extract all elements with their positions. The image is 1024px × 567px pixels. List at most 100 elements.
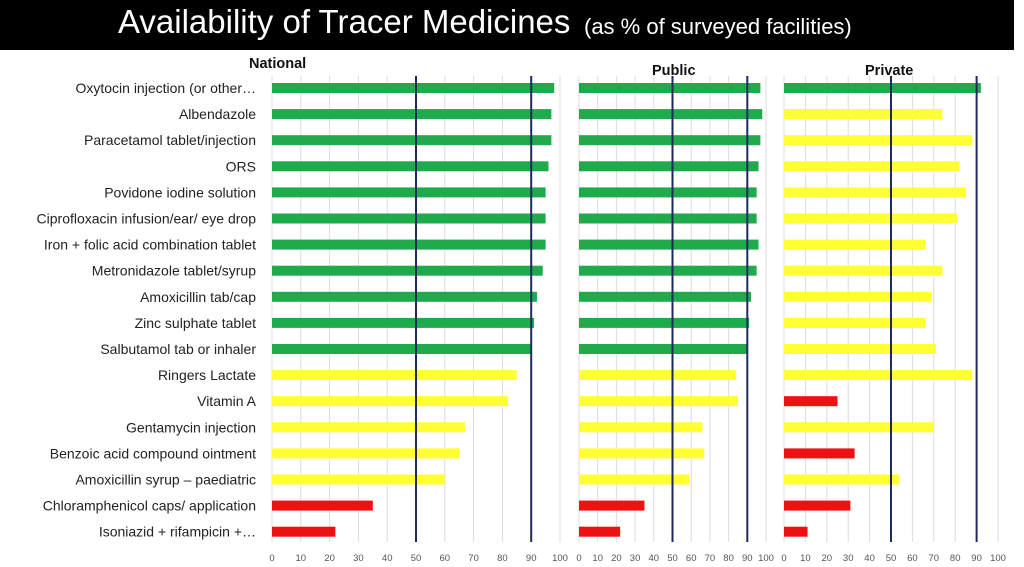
- x-tick-label: 10: [296, 553, 307, 564]
- category-label: Gentamycin injection: [126, 419, 256, 435]
- bar: [784, 448, 855, 459]
- x-tick-label: 80: [950, 553, 961, 564]
- bar: [272, 448, 460, 459]
- category-label: Amoxicillin tab/cap: [140, 289, 256, 305]
- x-tick-label: 10: [800, 553, 811, 564]
- panel-title: Public: [652, 63, 696, 79]
- category-label: Metronidazole tablet/syrup: [92, 263, 256, 279]
- category-label: Isoniazid + rifampicin +…: [99, 524, 256, 540]
- bar: [272, 213, 546, 224]
- bar: [272, 265, 543, 276]
- bar: [272, 239, 546, 250]
- bar: [579, 396, 738, 407]
- x-tick-label: 40: [649, 553, 660, 564]
- x-tick-label: 50: [886, 553, 897, 564]
- x-tick-label: 10: [592, 553, 603, 564]
- bar: [784, 396, 838, 407]
- bar: [784, 213, 958, 224]
- category-label: Paracetamol tablet/injection: [84, 132, 256, 148]
- x-tick-label: 80: [723, 553, 734, 564]
- panel-title: National: [249, 56, 306, 72]
- x-tick-label: 90: [526, 553, 537, 564]
- bar: [272, 500, 373, 511]
- x-tick-label: 70: [929, 553, 940, 564]
- bar: [272, 396, 509, 407]
- bar: [579, 135, 761, 146]
- bar: [784, 422, 934, 433]
- category-label: Ringers Lactate: [158, 367, 256, 383]
- x-tick-label: 100: [990, 553, 1006, 564]
- bar: [784, 291, 932, 302]
- category-label: Oxytocin injection (or other…: [75, 80, 256, 96]
- panel-title: Private: [865, 63, 913, 79]
- x-tick-label: 40: [864, 553, 875, 564]
- bar: [579, 526, 621, 537]
- bar: [579, 187, 757, 198]
- category-label: Povidone iodine solution: [104, 184, 256, 200]
- bar: [579, 474, 690, 485]
- bar: [579, 422, 703, 433]
- bar: [272, 135, 552, 146]
- bar: [272, 344, 532, 354]
- category-label: Chloramphenicol caps/ application: [43, 498, 256, 514]
- category-label: Zinc sulphate tablet: [135, 315, 257, 331]
- x-tick-label: 50: [411, 553, 422, 564]
- x-tick-label: 60: [907, 553, 918, 564]
- x-tick-label: 20: [611, 553, 622, 564]
- bar: [272, 109, 552, 120]
- bar: [784, 109, 943, 120]
- bar: [579, 213, 757, 224]
- bar: [784, 239, 926, 250]
- x-tick-label: 30: [843, 553, 854, 564]
- bar: [579, 83, 761, 93]
- x-tick-label: 60: [440, 553, 451, 564]
- bar: [272, 370, 517, 381]
- category-label: Vitamin A: [197, 393, 257, 409]
- category-label: Ciprofloxacin infusion/ear/ eye drop: [37, 211, 257, 227]
- bar: [272, 526, 336, 537]
- bar: [272, 161, 549, 172]
- x-tick-label: 60: [686, 553, 697, 564]
- bar: [784, 187, 966, 198]
- chart-title: Availability of Tracer Medicines: [118, 3, 571, 40]
- bar: [579, 109, 763, 120]
- bar: [784, 161, 960, 172]
- chart-subtitle: (as % of surveyed facilities): [584, 14, 852, 39]
- x-tick-label: 20: [822, 553, 833, 564]
- category-label: Albendazole: [179, 106, 256, 122]
- x-tick-label: 0: [781, 553, 786, 564]
- category-label: Salbutamol tab or inhaler: [100, 341, 256, 357]
- bar: [784, 500, 851, 511]
- bar: [579, 239, 759, 250]
- bar: [784, 474, 900, 485]
- category-label: Benzoic acid compound ointment: [50, 445, 256, 461]
- category-label: Iron + folic acid combination tablet: [44, 237, 256, 253]
- x-tick-label: 0: [576, 553, 581, 564]
- x-tick-label: 80: [497, 553, 508, 564]
- x-tick-label: 20: [324, 553, 335, 564]
- x-tick-label: 50: [667, 553, 678, 564]
- x-tick-label: 100: [758, 553, 774, 564]
- bar: [272, 291, 537, 302]
- bar: [272, 422, 465, 433]
- x-tick-label: 0: [269, 553, 274, 564]
- x-tick-label: 40: [382, 553, 393, 564]
- x-tick-label: 30: [630, 553, 641, 564]
- x-tick-label: 90: [742, 553, 753, 564]
- x-tick-label: 70: [705, 553, 716, 564]
- bar: [784, 526, 808, 537]
- x-tick-label: 70: [468, 553, 479, 564]
- bar: [272, 474, 445, 485]
- bar: [784, 344, 936, 354]
- x-tick-label: 30: [353, 553, 364, 564]
- bar: [784, 265, 943, 276]
- bar: [272, 83, 555, 93]
- bar: [784, 317, 926, 328]
- bar: [784, 83, 981, 93]
- bar: [579, 448, 705, 459]
- bar: [272, 317, 535, 328]
- bar: [272, 187, 546, 198]
- bar: [579, 291, 752, 302]
- x-tick-label: 90: [971, 553, 982, 564]
